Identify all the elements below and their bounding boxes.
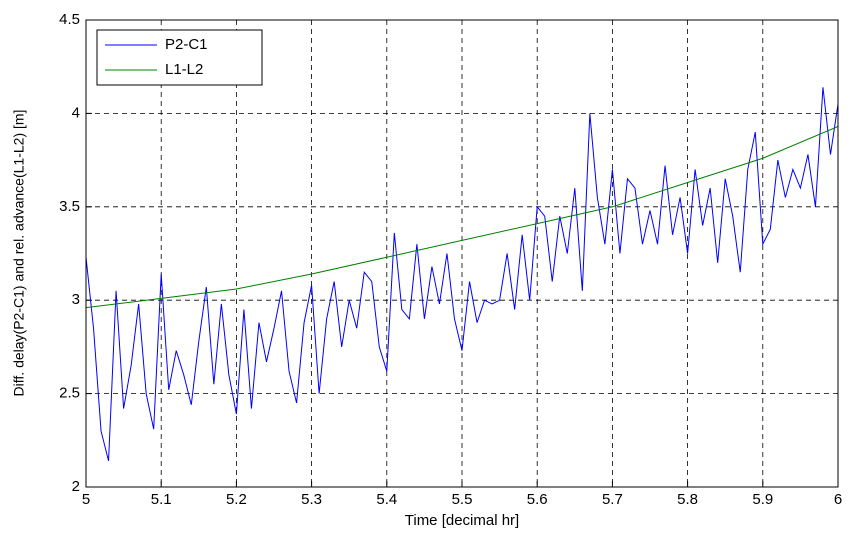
x-tick-label: 5.2 bbox=[226, 491, 247, 508]
y-tick-label: 2.5 bbox=[59, 385, 80, 402]
x-tick-label: 5 bbox=[82, 491, 90, 508]
x-tick-label: 5.5 bbox=[452, 491, 473, 508]
x-axis-label: Time [decimal hr] bbox=[405, 512, 519, 529]
y-axis-label: Diff. delay(P2-C1) and rel. advance(L1-L… bbox=[11, 110, 27, 397]
x-tick-label: 5.7 bbox=[602, 491, 623, 508]
x-tick-label: 5.8 bbox=[677, 491, 698, 508]
x-tick-label: 5.6 bbox=[527, 491, 548, 508]
x-tick-label: 5.3 bbox=[301, 491, 322, 508]
legend-label: L1-L2 bbox=[165, 61, 203, 78]
plot-frame bbox=[85, 19, 839, 488]
x-tick-label: 6 bbox=[834, 491, 842, 508]
data-line bbox=[85, 126, 839, 309]
y-tick-label: 2 bbox=[72, 478, 80, 495]
y-tick-label: 3.5 bbox=[59, 198, 80, 215]
y-tick-label: 4 bbox=[72, 104, 80, 121]
x-tick-label: 5.4 bbox=[376, 491, 397, 508]
legend-box bbox=[96, 29, 263, 86]
legend-label: P2-C1 bbox=[165, 36, 208, 53]
x-tick-label: 5.1 bbox=[151, 491, 172, 508]
data-line bbox=[85, 87, 839, 461]
y-tick-label: 4.5 bbox=[59, 11, 80, 28]
x-tick-label: 5.9 bbox=[752, 491, 773, 508]
y-tick-label: 3 bbox=[72, 291, 80, 308]
